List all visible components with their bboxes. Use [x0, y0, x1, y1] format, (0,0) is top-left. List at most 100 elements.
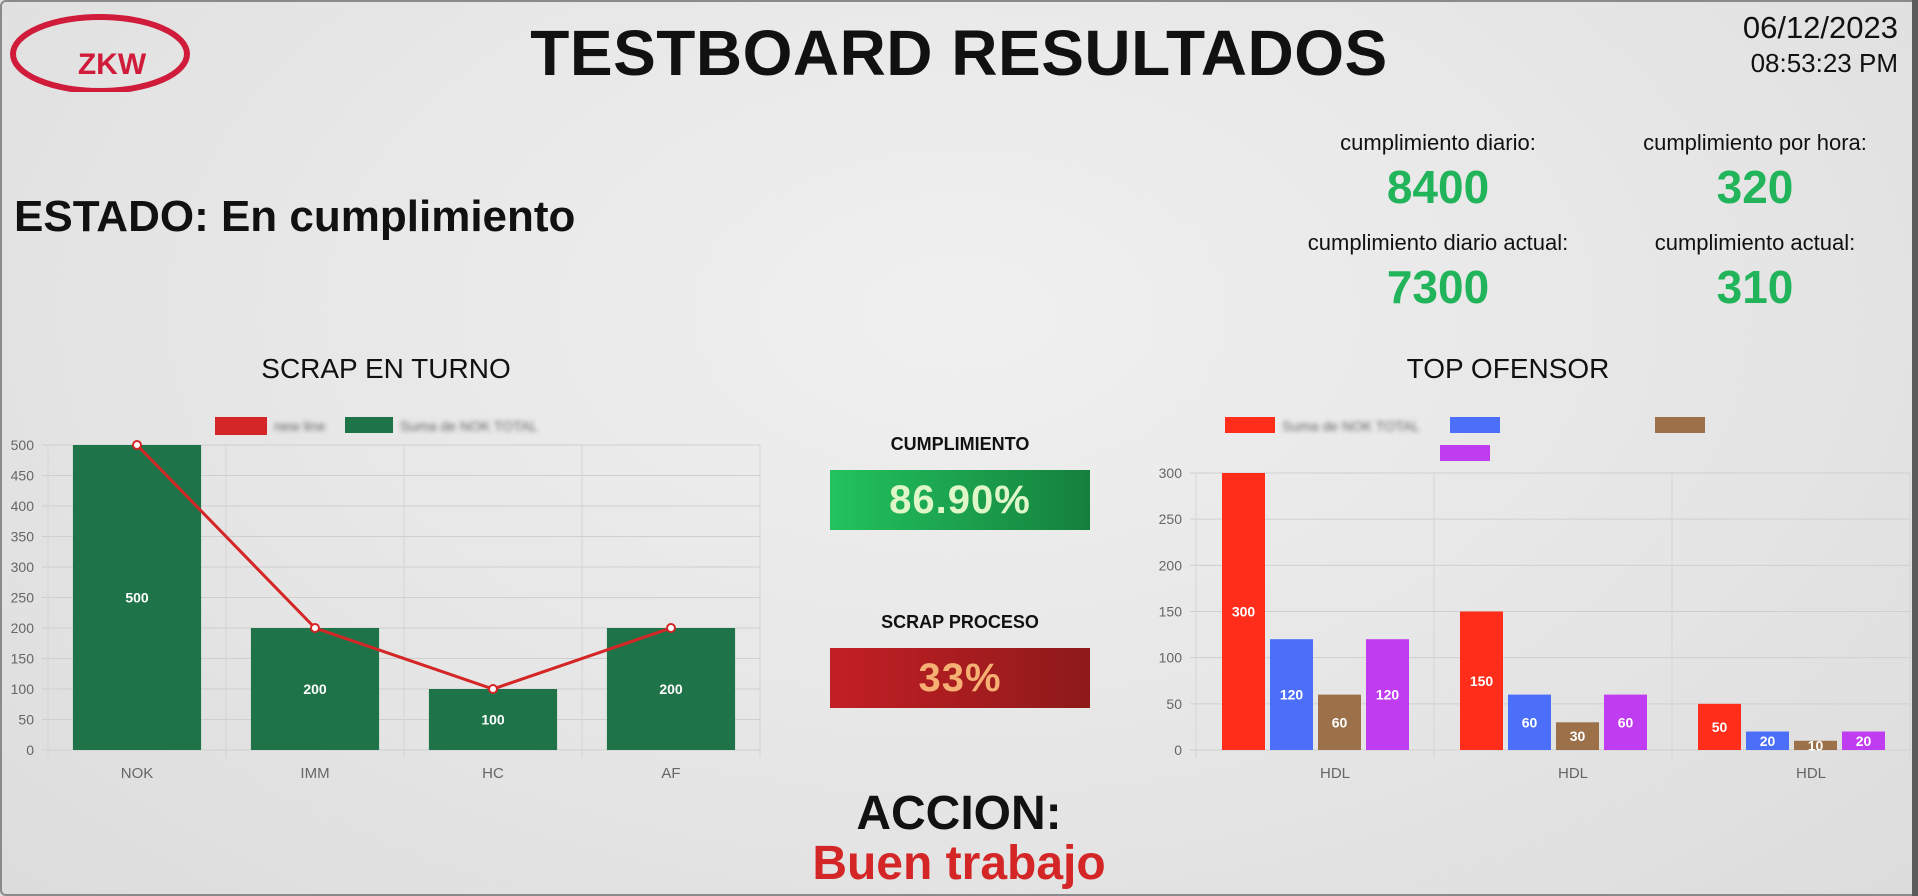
bar — [1746, 731, 1789, 750]
line-point — [488, 684, 498, 694]
ofensor-chart: Suma de NOK TOTAL 0 50 100 150 200 250 300 300 12… — [1159, 417, 1911, 782]
legend-label-line: new line — [274, 418, 326, 434]
scrap-value-box: 33% — [830, 648, 1090, 708]
y-tick-label: 300 — [11, 559, 35, 575]
kpi-actual-label: cumplimiento actual: — [1654, 230, 1856, 255]
bar — [428, 689, 558, 750]
y-tick-label: 350 — [11, 529, 35, 545]
kpi-hourly: cumplimiento por hora: 320 — [1585, 130, 1918, 214]
bar — [1460, 611, 1503, 750]
x-tick-label: HDL — [1796, 765, 1826, 782]
y-tick-label: 50 — [18, 712, 34, 728]
x-tick-label: NOK — [121, 765, 154, 782]
series-line — [135, 443, 672, 691]
y-tick-label: 150 — [11, 651, 35, 667]
bar-value-label: 20 — [1856, 733, 1872, 749]
x-tick-label: HDL — [1320, 765, 1350, 782]
y-tick-label: 450 — [11, 468, 35, 484]
kpi-hourly-value: 320 — [1716, 161, 1794, 213]
y-tick-label: 100 — [1159, 650, 1183, 666]
bar-value-label: 120 — [1280, 687, 1304, 703]
ofensor-chart-title: TOP OFENSOR — [1406, 353, 1610, 384]
accion-label: ACCION: — [856, 787, 1062, 840]
bar-value-label: 120 — [1376, 687, 1400, 703]
bar — [1366, 639, 1409, 750]
y-tick-label: 0 — [26, 742, 34, 758]
bar — [1270, 639, 1313, 750]
time-display: 08:53:23 PM — [1750, 48, 1898, 78]
bar-value-label: 200 — [303, 681, 327, 697]
y-tick-label: 400 — [11, 498, 35, 514]
bar — [1318, 694, 1361, 750]
bar-value-label: 60 — [1332, 714, 1348, 730]
y-tick-label: 0 — [1174, 742, 1182, 758]
x-tick-label: HDL — [1558, 765, 1588, 782]
bar — [606, 628, 736, 750]
kpi-daily: cumplimiento diario: 8400 — [1268, 130, 1608, 214]
y-tick-label: 200 — [1159, 557, 1183, 573]
y-tick-label: 150 — [1159, 604, 1183, 620]
kpi-daily-label: cumplimiento diario: — [1340, 130, 1536, 155]
y-tick-label: 50 — [1166, 696, 1182, 712]
kpi-daily-value: 8400 — [1386, 161, 1490, 213]
bar — [1794, 740, 1837, 750]
cumplimiento-value-box: 86.90% — [830, 470, 1090, 530]
y-tick-label: 250 — [1159, 511, 1183, 527]
bar-value-label: 150 — [1470, 673, 1494, 689]
kpi-daily-actual: cumplimiento diario actual: 7300 — [1268, 230, 1608, 314]
y-tick-label: 200 — [11, 620, 35, 636]
legend-label-bar: Suma de NOK TOTAL — [400, 418, 538, 434]
y-tick-label: 300 — [1159, 465, 1183, 481]
line-point — [310, 623, 320, 633]
bar — [1556, 722, 1599, 750]
x-tick-label: IMM — [300, 765, 329, 782]
bar — [1698, 703, 1741, 750]
kpi-actual: cumplimiento actual: 310 — [1585, 230, 1918, 314]
date-display: 06/12/2023 — [1742, 10, 1898, 45]
y-tick-label: 250 — [11, 590, 35, 606]
kpi-hourly-label: cumplimiento por hora: — [1643, 130, 1867, 155]
bar — [1508, 694, 1551, 750]
bar — [250, 628, 380, 750]
y-tick-label: 500 — [11, 437, 35, 453]
x-tick-label: HC — [482, 765, 504, 782]
bar — [1842, 731, 1885, 750]
page-title: TESTBOARD RESULTADOS — [530, 17, 1388, 89]
zkw-logo: ZKW — [8, 12, 193, 97]
bar — [1222, 473, 1265, 750]
kpi-actual-value: 310 — [1716, 261, 1794, 313]
logo-text: ZKW — [78, 48, 147, 81]
legend-swatch — [1225, 417, 1275, 433]
legend-swatch-line — [215, 417, 267, 435]
bar — [72, 445, 202, 750]
bar-value-label: 20 — [1760, 733, 1776, 749]
scrap-chart: new line Suma de NOK TOTAL 0 50 100 150 200 250… — [11, 417, 761, 782]
kpi-daily-actual-label: cumplimiento diario actual: — [1307, 230, 1569, 255]
x-tick-label: AF — [661, 765, 680, 782]
line-point — [132, 440, 142, 450]
kpi-daily-actual-value: 7300 — [1386, 261, 1490, 313]
bar-value-label: 500 — [125, 590, 149, 606]
legend-swatch — [1655, 417, 1705, 433]
bar-value-label: 300 — [1232, 604, 1256, 620]
cumplimiento-label: CUMPLIMIENTO — [890, 434, 1030, 454]
bar-value-label: 200 — [659, 681, 683, 697]
scrap-label: SCRAP PROCESO — [881, 612, 1039, 632]
legend-swatch-bar — [345, 417, 393, 433]
accion-message: Buen trabajo — [812, 837, 1106, 890]
y-tick-label: 100 — [11, 681, 35, 697]
status-text: ESTADO: En cumplimiento — [14, 192, 576, 241]
legend-swatch — [1450, 417, 1500, 433]
bar-value-label: 10 — [1808, 737, 1824, 753]
scrap-chart-title: SCRAP EN TURNO — [261, 353, 511, 384]
line-point — [666, 623, 676, 633]
legend-label: Suma de NOK TOTAL — [1282, 418, 1420, 434]
bar — [1604, 694, 1647, 750]
scrollbar-strip — [1912, 0, 1918, 896]
bar-value-label: 50 — [1712, 719, 1728, 735]
legend-swatch — [1440, 445, 1490, 461]
bar-value-label: 60 — [1522, 714, 1538, 730]
bar-value-label: 100 — [481, 712, 505, 728]
bar-value-label: 30 — [1570, 728, 1586, 744]
bar-value-label: 60 — [1618, 714, 1634, 730]
